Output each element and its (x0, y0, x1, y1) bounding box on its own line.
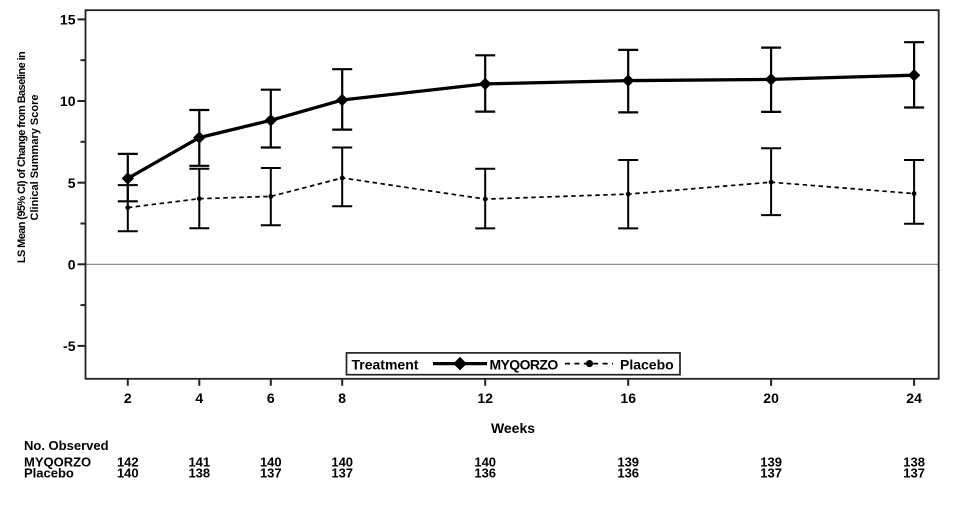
svg-text:No. Observed: No. Observed (24, 438, 109, 453)
svg-text:12: 12 (477, 390, 493, 406)
svg-text:-5: -5 (63, 338, 76, 354)
svg-text:140: 140 (331, 455, 353, 470)
svg-text:139: 139 (760, 455, 782, 470)
svg-text:MYQORZO: MYQORZO (490, 356, 559, 372)
svg-text:0: 0 (68, 257, 76, 273)
svg-text:16: 16 (620, 390, 636, 406)
svg-text:136: 136 (474, 466, 496, 481)
svg-text:5: 5 (68, 175, 76, 191)
svg-text:140: 140 (117, 466, 139, 481)
svg-text:Placebo: Placebo (24, 466, 74, 481)
svg-text:10: 10 (60, 93, 76, 109)
svg-text:2: 2 (124, 390, 132, 406)
svg-text:142: 142 (117, 455, 139, 470)
svg-text:Clinical Summary Score: Clinical Summary Score (29, 95, 41, 221)
svg-text:6: 6 (267, 390, 275, 406)
svg-text:138: 138 (188, 466, 210, 481)
svg-text:140: 140 (260, 455, 282, 470)
svg-text:4: 4 (195, 390, 203, 406)
svg-text:139: 139 (617, 455, 639, 470)
svg-text:8: 8 (338, 390, 346, 406)
svg-text:15: 15 (60, 12, 76, 28)
svg-text:136: 136 (617, 466, 639, 481)
svg-text:Weeks: Weeks (491, 420, 535, 436)
svg-text:LS Mean (95% CI) of Change fro: LS Mean (95% CI) of Change from Baseline… (16, 51, 28, 263)
svg-text:137: 137 (331, 466, 353, 481)
svg-text:24: 24 (906, 390, 922, 406)
svg-text:137: 137 (903, 466, 925, 481)
svg-text:137: 137 (260, 466, 282, 481)
svg-text:137: 137 (760, 466, 782, 481)
svg-text:Placebo: Placebo (620, 356, 674, 372)
svg-text:138: 138 (903, 455, 925, 470)
svg-text:MYQORZO: MYQORZO (24, 455, 91, 470)
svg-text:20: 20 (763, 390, 779, 406)
svg-text:141: 141 (188, 455, 210, 470)
svg-text:140: 140 (474, 455, 496, 470)
svg-text:Treatment: Treatment (352, 356, 419, 372)
